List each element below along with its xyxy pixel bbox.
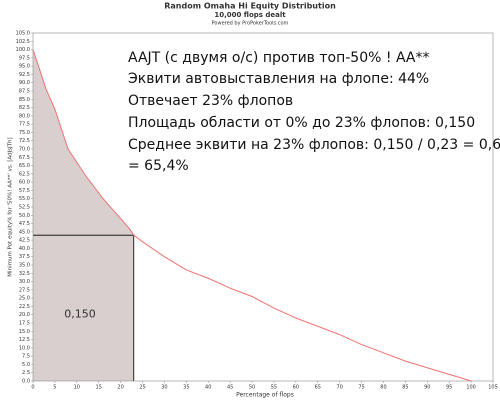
y-tick-label: 60.0 bbox=[19, 180, 30, 186]
x-tick-label: 80 bbox=[380, 385, 386, 391]
y-tick-label: 67.5 bbox=[19, 155, 30, 161]
y-tick-label: 90.0 bbox=[19, 80, 30, 86]
y-tick-label: 0.0 bbox=[22, 379, 30, 385]
y-tick-label: 17.5 bbox=[19, 321, 30, 327]
x-tick-label: 15 bbox=[96, 385, 102, 391]
y-tick-label: 32.5 bbox=[19, 271, 30, 277]
x-tick-label: 0 bbox=[31, 385, 34, 391]
y-tick-label: 15.0 bbox=[19, 329, 30, 335]
x-tick-label: 55 bbox=[271, 385, 277, 391]
x-tick-label: 45 bbox=[227, 385, 233, 391]
y-tick-label: 72.5 bbox=[19, 138, 30, 144]
y-tick-label: 55.0 bbox=[19, 196, 30, 202]
y-tick-label: 102.5 bbox=[16, 39, 30, 45]
x-tick-label: 70 bbox=[336, 385, 342, 391]
x-tick-label: 5 bbox=[53, 385, 56, 391]
x-tick-label: 95 bbox=[446, 385, 452, 391]
y-tick-label: 85.0 bbox=[19, 97, 30, 103]
annotation: Площадь области от 0% до 23% флопов: 0,1… bbox=[128, 115, 475, 131]
annotation: AAJT (с двумя о/с) против топ-50% ! AA** bbox=[128, 50, 430, 66]
y-tick-label: 40.0 bbox=[19, 246, 30, 252]
annotation: Эквити автовыставления на флопе: 44% bbox=[128, 71, 429, 87]
y-tick-label: 47.5 bbox=[19, 221, 30, 227]
y-tick-label: 77.5 bbox=[19, 122, 30, 128]
y-tick-label: 75.0 bbox=[19, 130, 30, 136]
chart-subtitle: 10,000 flops dealt bbox=[214, 11, 286, 19]
y-tick-label: 50.0 bbox=[19, 213, 30, 219]
y-tick-label: 80.0 bbox=[19, 113, 30, 119]
area-label: 0,150 bbox=[64, 308, 96, 321]
shaded-area bbox=[33, 49, 134, 381]
y-tick-label: 20.0 bbox=[19, 312, 30, 318]
y-tick-label: 12.5 bbox=[19, 337, 30, 343]
annotation: Среднее эквити на 23% флопов: 0,150 / 0,… bbox=[128, 137, 500, 153]
y-tick-label: 30.0 bbox=[19, 279, 30, 285]
chart-title: Random Omaha Hi Equity Distribution bbox=[164, 2, 336, 11]
x-tick-label: 65 bbox=[315, 385, 321, 391]
annotation: Отвечает 23% флопов bbox=[128, 93, 293, 109]
x-tick-label: 40 bbox=[205, 385, 211, 391]
y-tick-label: 35.0 bbox=[19, 263, 30, 269]
x-tick-label: 50 bbox=[249, 385, 255, 391]
x-tick-label: 60 bbox=[293, 385, 299, 391]
x-axis-label: Percentage of flops bbox=[236, 392, 294, 399]
y-tick-label: 5.0 bbox=[22, 362, 30, 368]
y-tick-label: 57.5 bbox=[19, 188, 30, 194]
x-tick-label: 85 bbox=[402, 385, 408, 391]
y-tick-label: 87.5 bbox=[19, 89, 30, 95]
y-tick-label: 10.0 bbox=[19, 345, 30, 351]
annotation: = 65,4% bbox=[128, 158, 189, 174]
y-tick-label: 97.5 bbox=[19, 55, 30, 61]
x-tick-label: 10 bbox=[74, 385, 80, 391]
y-tick-label: 105.0 bbox=[16, 31, 30, 37]
x-tick-label: 20 bbox=[117, 385, 123, 391]
y-tick-label: 52.5 bbox=[19, 205, 30, 211]
y-tick-label: 42.5 bbox=[19, 238, 30, 244]
y-tick-label: 100.0 bbox=[16, 47, 30, 53]
y-tick-label: 37.5 bbox=[19, 254, 30, 260]
y-tick-label: 45.0 bbox=[19, 229, 30, 235]
x-tick-label: 75 bbox=[358, 385, 364, 391]
y-tick-label: 65.0 bbox=[19, 163, 30, 169]
y-tick-label: 7.5 bbox=[22, 354, 30, 360]
y-tick-label: 92.5 bbox=[19, 72, 30, 78]
x-tick-label: 90 bbox=[424, 385, 430, 391]
x-tick-label: 105 bbox=[488, 385, 498, 391]
y-tick-label: 70.0 bbox=[19, 147, 30, 153]
x-tick-label: 100 bbox=[466, 385, 476, 391]
y-tick-label: 22.5 bbox=[19, 304, 30, 310]
y-tick-label: 82.5 bbox=[19, 105, 30, 111]
y-tick-label: 62.5 bbox=[19, 171, 30, 177]
y-axis-label: Minimum Pot equity% for '50%! AA**' vs. … bbox=[8, 137, 14, 276]
credit: Powered by ProPokerTools.com bbox=[212, 21, 289, 27]
data-line bbox=[32, 49, 472, 382]
y-tick-label: 2.5 bbox=[22, 370, 30, 376]
y-tick-label: 25.0 bbox=[19, 296, 30, 302]
x-tick-label: 35 bbox=[183, 385, 189, 391]
x-tick-label: 30 bbox=[161, 385, 167, 391]
y-tick-label: 27.5 bbox=[19, 287, 30, 293]
x-tick-label: 25 bbox=[139, 385, 145, 391]
y-tick-label: 95.0 bbox=[19, 64, 30, 70]
